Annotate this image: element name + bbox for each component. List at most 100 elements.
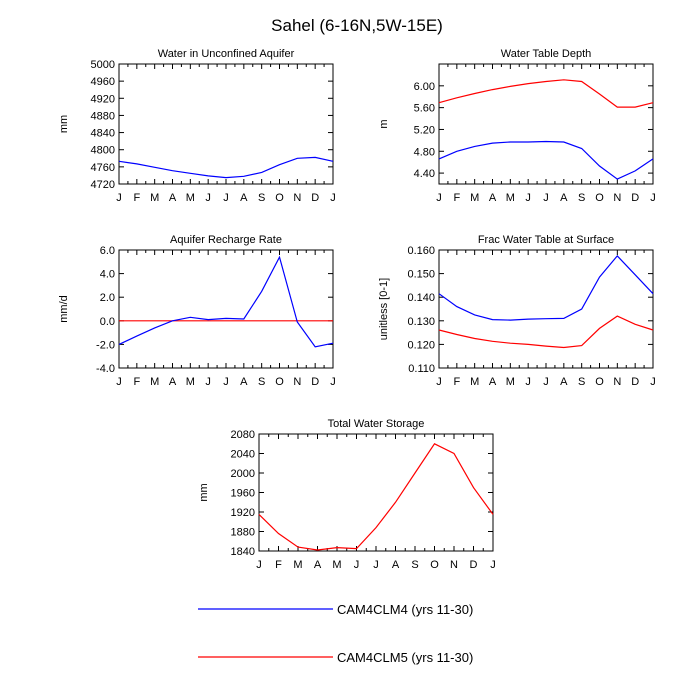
x-tick-label: J bbox=[116, 192, 122, 204]
series-line bbox=[438, 254, 654, 321]
x-tick-label: J bbox=[490, 559, 496, 571]
y-tick-label: 5000 bbox=[91, 59, 115, 71]
x-tick-label: S bbox=[411, 559, 418, 571]
x-tick-label: M bbox=[186, 376, 195, 388]
legend: CAM4CLM4 (yrs 11-30) CAM4CLM5 (yrs 11-30) bbox=[198, 602, 473, 665]
series-line bbox=[438, 79, 654, 108]
x-tick-label: M bbox=[150, 192, 159, 204]
panel-title: Water in Unconfined Aquifer bbox=[158, 48, 295, 60]
x-tick-label: S bbox=[578, 192, 585, 204]
x-tick-label: J bbox=[373, 559, 379, 571]
x-tick-label: N bbox=[293, 192, 301, 204]
x-tick-label: A bbox=[560, 192, 568, 204]
plot-frame bbox=[258, 433, 494, 552]
x-tick-label: O bbox=[595, 376, 604, 388]
x-tick-label: J bbox=[650, 376, 656, 388]
y-tick-label: 1960 bbox=[231, 488, 255, 500]
x-tick-label: J bbox=[330, 376, 336, 388]
x-tick-label: N bbox=[613, 376, 621, 388]
x-tick-label: F bbox=[133, 192, 140, 204]
x-tick-label: A bbox=[489, 192, 497, 204]
y-tick-label: 2080 bbox=[231, 429, 255, 441]
x-tick-label: M bbox=[186, 192, 195, 204]
y-tick-label: 0.120 bbox=[407, 339, 435, 351]
x-tick-label: J bbox=[223, 192, 229, 204]
x-tick-label: A bbox=[489, 376, 497, 388]
y-tick-label: -4.0 bbox=[96, 363, 115, 375]
y-tick-label: 5.60 bbox=[414, 103, 435, 115]
x-tick-label: J bbox=[116, 376, 122, 388]
x-tick-label: N bbox=[450, 559, 458, 571]
y-tick-label: -2.0 bbox=[96, 339, 115, 351]
y-tick-label: 4880 bbox=[91, 110, 115, 122]
x-tick-label: A bbox=[169, 192, 177, 204]
y-tick-label: 6.0 bbox=[100, 245, 115, 257]
y-tick-label: 4920 bbox=[91, 93, 115, 105]
y-axis-label: unitless [0-1] bbox=[378, 278, 390, 340]
y-tick-label: 0.150 bbox=[407, 269, 435, 281]
x-tick-label: D bbox=[631, 376, 639, 388]
series-line bbox=[438, 315, 654, 349]
y-tick-label: 6.00 bbox=[414, 81, 435, 93]
y-tick-label: 4.0 bbox=[100, 269, 115, 281]
legend-label: CAM4CLM4 (yrs 11-30) bbox=[337, 602, 473, 617]
x-tick-label: M bbox=[506, 376, 515, 388]
legend-label: CAM4CLM5 (yrs 11-30) bbox=[337, 650, 473, 665]
x-tick-label: M bbox=[150, 376, 159, 388]
y-tick-label: 4800 bbox=[91, 145, 115, 157]
y-tick-label: 4840 bbox=[91, 128, 115, 140]
x-tick-label: M bbox=[470, 192, 479, 204]
x-tick-label: S bbox=[258, 376, 265, 388]
x-tick-label: J bbox=[436, 192, 442, 204]
panel-title: Aquifer Recharge Rate bbox=[170, 234, 282, 246]
x-tick-label: J bbox=[205, 192, 211, 204]
x-tick-label: O bbox=[275, 192, 284, 204]
plot-frame bbox=[118, 63, 334, 185]
y-tick-label: 4.40 bbox=[414, 168, 435, 180]
series-line bbox=[118, 255, 334, 348]
y-tick-label: 4720 bbox=[91, 179, 115, 191]
x-tick-label: S bbox=[578, 376, 585, 388]
y-axis-label: mm/d bbox=[58, 295, 70, 323]
figure-title: Sahel (6-16N,5W-15E) bbox=[271, 16, 443, 35]
x-tick-label: M bbox=[332, 559, 341, 571]
x-tick-label: A bbox=[240, 192, 248, 204]
y-tick-label: 4.80 bbox=[414, 146, 435, 158]
x-tick-label: S bbox=[258, 192, 265, 204]
x-tick-label: D bbox=[311, 376, 319, 388]
x-tick-label: A bbox=[392, 559, 400, 571]
y-tick-label: 2000 bbox=[231, 468, 255, 480]
x-tick-label: J bbox=[543, 192, 549, 204]
series-line bbox=[118, 156, 334, 179]
y-tick-label: 0.110 bbox=[408, 363, 435, 375]
y-tick-label: 0.160 bbox=[407, 245, 435, 257]
y-tick-label: 0.0 bbox=[100, 316, 115, 328]
plot-frame bbox=[118, 249, 334, 369]
x-tick-label: F bbox=[275, 559, 282, 571]
x-tick-label: M bbox=[506, 192, 515, 204]
x-tick-label: D bbox=[470, 559, 478, 571]
x-tick-label: O bbox=[430, 559, 439, 571]
panel-title: Total Water Storage bbox=[328, 418, 425, 430]
x-tick-label: N bbox=[293, 376, 301, 388]
x-tick-label: F bbox=[133, 376, 140, 388]
y-tick-label: 5.20 bbox=[414, 124, 435, 136]
plot-frame bbox=[438, 249, 654, 369]
x-tick-label: J bbox=[525, 376, 531, 388]
x-tick-label: F bbox=[453, 192, 460, 204]
x-tick-label: J bbox=[543, 376, 549, 388]
x-tick-label: J bbox=[525, 192, 531, 204]
panel-title: Frac Water Table at Surface bbox=[478, 234, 614, 246]
y-axis-label: m bbox=[378, 119, 390, 128]
x-tick-label: A bbox=[240, 376, 248, 388]
y-tick-label: 2040 bbox=[231, 449, 255, 461]
y-tick-label: 1880 bbox=[231, 527, 255, 539]
x-tick-label: J bbox=[354, 559, 360, 571]
y-tick-label: 1840 bbox=[231, 546, 255, 558]
y-tick-label: 0.130 bbox=[407, 316, 435, 328]
y-tick-label: 4960 bbox=[91, 76, 115, 88]
